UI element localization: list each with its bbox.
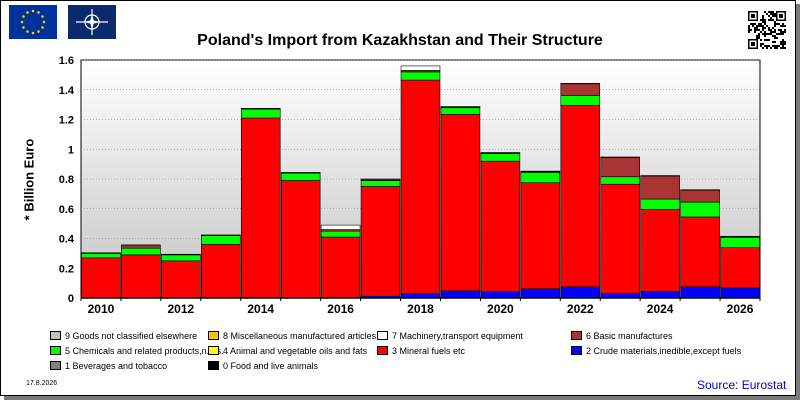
- legend-label: 4 Animal and vegetable oils and fats: [223, 346, 368, 356]
- x-tick-label: 2022: [567, 302, 594, 316]
- legend-swatch: [50, 331, 61, 340]
- y-tick-label: 0: [68, 293, 74, 305]
- bar-segment: [680, 201, 720, 218]
- bar-segment: [600, 176, 640, 185]
- legend-swatch: [208, 346, 219, 355]
- y-tick-label: 1.4: [59, 85, 75, 97]
- bar-segment: [480, 153, 521, 162]
- legend-label: 6 Basic manufactures: [586, 331, 673, 341]
- bar-segment: [320, 230, 361, 238]
- bar-segment: [560, 105, 601, 288]
- bar-segment: [121, 247, 161, 256]
- bar-segment: [201, 244, 241, 298]
- x-tick-label: 2010: [88, 302, 115, 316]
- bar-segment: [280, 172, 321, 181]
- chart-legend: 9 Goods not classified elsewhere 8 Miscel…: [50, 330, 750, 380]
- bar-segment: [81, 257, 121, 298]
- y-tick-label: 0.6: [59, 204, 74, 216]
- bar-segment: [600, 157, 640, 178]
- legend-swatch: [50, 346, 61, 355]
- y-tick-label: 1.2: [59, 115, 74, 127]
- nato-flag-icon: [68, 5, 116, 39]
- legend-label: 8 Miscellaneous manufactured articles: [223, 331, 377, 341]
- bar-segment: [320, 236, 361, 298]
- bar-segment: [520, 172, 561, 184]
- y-tick-label: 0.8: [59, 174, 74, 186]
- bar-segment: [440, 114, 481, 292]
- bar-segment: [640, 175, 680, 200]
- bar-segment: [400, 71, 441, 81]
- bar-segment: [560, 95, 601, 106]
- x-tick-label: 2014: [247, 302, 274, 316]
- y-tick-label: 1.6: [59, 55, 74, 67]
- bar-segment: [121, 254, 161, 298]
- y-tick-label: 0.2: [59, 263, 74, 275]
- x-tick-label: 2016: [327, 302, 354, 316]
- y-tick-label: 0.4: [59, 234, 75, 246]
- bar-segment: [440, 290, 481, 299]
- legend-label: 9 Goods not classified elsewhere: [65, 331, 198, 341]
- bar-segment: [680, 286, 720, 299]
- bar-segment: [600, 183, 640, 294]
- legend-label: 1 Beverages and tobacco: [65, 361, 168, 371]
- bar-segment: [680, 189, 720, 203]
- source-link[interactable]: Source: Eurostat: [697, 378, 787, 392]
- bar-segment: [360, 180, 401, 187]
- bar-segment: [720, 287, 760, 299]
- date-stamp: 17.8.2026: [26, 380, 58, 387]
- legend-swatch: [571, 346, 582, 355]
- legend-label: 2 Crude materials,inedible,except fuels: [586, 346, 742, 356]
- x-tick-label: 2012: [168, 302, 195, 316]
- legend-label: 5 Chemicals and related products,n.e.s.: [65, 346, 224, 356]
- bar-segment: [161, 260, 201, 298]
- qr-code-icon: [748, 11, 786, 49]
- chart-title: Poland's Import from Kazakhstan and Thei…: [197, 32, 603, 49]
- bar-chart: 0 0.2 0.4 0.6 0.8 1 1.2 1.4 1.6 2010 2012 2014 2016 2…: [59, 55, 761, 316]
- bar-segment: [440, 107, 481, 115]
- bar-segment: [240, 117, 281, 298]
- legend-label: 3 Mineral fuels etc: [392, 346, 466, 356]
- bar-segment: [81, 253, 121, 259]
- bar-segment: [720, 247, 760, 289]
- x-tick-label: 2018: [407, 302, 434, 316]
- x-tick-label: 2020: [487, 302, 514, 316]
- bar-segment: [280, 180, 321, 298]
- bar-segment: [720, 237, 760, 249]
- bar-segment: [360, 178, 401, 181]
- x-tick-label: 2026: [727, 302, 754, 316]
- bar-segment: [400, 79, 441, 294]
- bar-segment: [201, 235, 241, 245]
- bar-segment: [480, 160, 521, 293]
- legend-label: 0 Food and live animals: [223, 361, 319, 371]
- bar-segment: [121, 244, 161, 249]
- bar-segment: [520, 288, 561, 299]
- bar-segment: [320, 224, 361, 230]
- bar-segment: [480, 291, 521, 299]
- bar-segment: [640, 209, 680, 292]
- bar-segment: [560, 286, 601, 299]
- eu-flag-icon: [9, 5, 57, 39]
- legend-swatch: [208, 361, 219, 370]
- x-tick-label: 2024: [647, 302, 674, 316]
- bar-segment: [161, 254, 201, 262]
- legend-label: 7 Machinery,transport equipment: [392, 331, 523, 341]
- bar-segment: [640, 291, 680, 299]
- bar-segment: [240, 108, 281, 119]
- bar-segment: [520, 182, 561, 290]
- bar-segment: [400, 65, 441, 71]
- legend-swatch: [208, 331, 219, 340]
- bar-segment: [680, 216, 720, 288]
- bar-segment: [360, 186, 401, 297]
- y-tick-label: 1: [68, 144, 74, 156]
- bar-segment: [640, 198, 680, 210]
- legend-swatch: [50, 361, 61, 370]
- legend-swatch: [377, 346, 388, 355]
- bar-segment: [560, 83, 601, 97]
- legend-swatch: [377, 331, 388, 340]
- legend-swatch: [571, 331, 582, 340]
